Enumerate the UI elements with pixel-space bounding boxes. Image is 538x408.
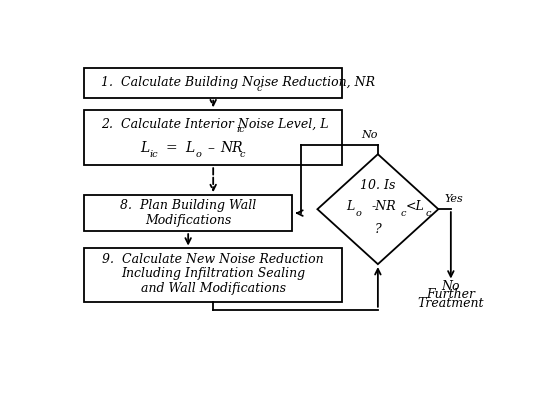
- Bar: [84, 68, 342, 98]
- Text: and Wall Modifications: and Wall Modifications: [140, 282, 286, 295]
- Text: NR: NR: [221, 141, 243, 155]
- Text: ic: ic: [236, 125, 245, 134]
- Text: 10. Is: 10. Is: [360, 179, 395, 192]
- Text: c: c: [257, 84, 263, 93]
- Text: c: c: [400, 209, 406, 218]
- Text: Further: Further: [426, 288, 476, 301]
- Text: L: L: [140, 141, 149, 155]
- Text: 9.  Calculate New Noise Reduction: 9. Calculate New Noise Reduction: [102, 253, 324, 266]
- Text: Yes: Yes: [444, 193, 463, 204]
- Text: 1.  Calculate Building Noise Reduction, NR: 1. Calculate Building Noise Reduction, N…: [101, 76, 374, 89]
- Text: c: c: [239, 150, 245, 159]
- Text: =: =: [166, 141, 178, 155]
- Text: No: No: [362, 130, 378, 140]
- Text: –: –: [208, 141, 215, 155]
- Text: -NR: -NR: [372, 200, 397, 213]
- Text: Treatment: Treatment: [417, 297, 484, 310]
- Text: ic: ic: [149, 150, 158, 159]
- Text: ?: ?: [374, 223, 381, 236]
- Text: Including Infiltration Sealing: Including Infiltration Sealing: [121, 267, 305, 280]
- Text: L: L: [186, 141, 195, 155]
- Text: Modifications: Modifications: [145, 213, 231, 226]
- Bar: [84, 110, 342, 165]
- Text: L: L: [346, 200, 355, 213]
- Text: <L: <L: [406, 200, 425, 213]
- Text: o: o: [195, 150, 201, 159]
- Polygon shape: [317, 154, 438, 264]
- Text: No: No: [442, 279, 460, 293]
- Text: o: o: [355, 209, 361, 218]
- Bar: [84, 195, 293, 231]
- Text: 8.  Plan Building Wall: 8. Plan Building Wall: [120, 199, 256, 212]
- Bar: [84, 248, 342, 302]
- Text: 2.  Calculate Interior Noise Level, L: 2. Calculate Interior Noise Level, L: [101, 118, 328, 131]
- Text: c: c: [426, 209, 431, 218]
